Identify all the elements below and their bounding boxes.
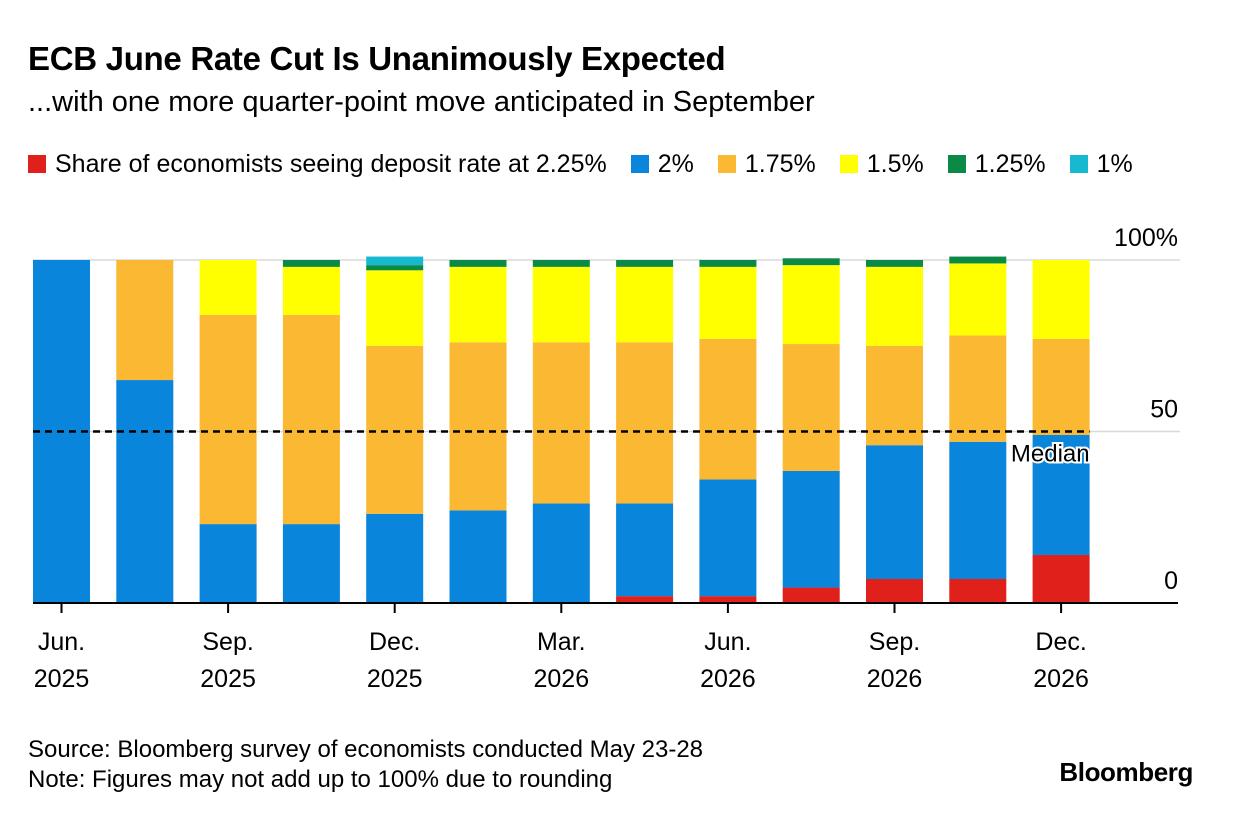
legend: Share of economists seeing deposit rate … xyxy=(28,146,1198,183)
bar-segment xyxy=(282,266,340,315)
bar-segment xyxy=(616,503,674,597)
bar-segment xyxy=(366,513,424,603)
x-tick-label-year: 2026 xyxy=(533,665,589,693)
bar-segment xyxy=(449,260,507,267)
y-tick-label: 100% xyxy=(1114,224,1178,252)
bar-segment xyxy=(782,470,840,588)
legend-swatch xyxy=(1069,155,1088,173)
bar-segment xyxy=(866,345,923,446)
legend-label: 1.75% xyxy=(744,150,816,178)
bar-segment xyxy=(366,345,424,514)
rounding-note: Note: Figures may not add up to 100% due… xyxy=(28,766,613,793)
bar-segment xyxy=(616,596,674,603)
x-tick-label-year: 2026 xyxy=(867,665,923,693)
bar-segment xyxy=(532,260,590,267)
bar-segment xyxy=(616,260,674,267)
x-tick-label-year: 2025 xyxy=(200,665,256,693)
bloomberg-logo: Bloomberg xyxy=(1059,757,1193,787)
legend-swatch xyxy=(630,155,649,173)
legend-label: 1.5% xyxy=(866,150,924,178)
bar-segment xyxy=(866,578,923,603)
legend-swatch xyxy=(839,155,858,173)
bar-segment xyxy=(199,314,257,525)
bar-segment xyxy=(1032,434,1090,555)
bar-segment xyxy=(366,270,424,346)
y-tick-label: 0 xyxy=(1164,567,1178,595)
legend-item: 2% xyxy=(630,146,694,183)
legend-item: Share of economists seeing deposit rate … xyxy=(28,146,607,183)
legend-label: 1% xyxy=(1096,150,1133,178)
bars xyxy=(33,256,1090,603)
chart-subtitle: ...with one more quarter-point move anti… xyxy=(28,86,815,118)
bar-segment xyxy=(699,260,757,267)
legend-label: Share of economists seeing deposit rate … xyxy=(55,150,607,178)
bar-segment xyxy=(532,266,590,343)
bar-segment xyxy=(449,342,507,511)
bar-segment xyxy=(1032,260,1090,339)
bar-segment xyxy=(699,338,757,480)
source-note: Source: Bloomberg survey of economists c… xyxy=(28,736,704,763)
bar-segment xyxy=(949,441,1007,579)
bar-segment xyxy=(616,342,674,504)
x-tick-label-year: 2026 xyxy=(1033,665,1089,693)
bar-segment xyxy=(116,260,174,381)
bar-segment xyxy=(616,266,674,343)
bar-segment xyxy=(366,265,424,271)
bar-segment xyxy=(366,256,424,266)
legend-swatch xyxy=(717,155,736,173)
bar-segment xyxy=(782,344,840,471)
bar-segment xyxy=(532,503,590,603)
bar-segment xyxy=(866,260,923,267)
bar-segment xyxy=(449,510,507,603)
bar-segment xyxy=(866,445,923,579)
bar-segment xyxy=(949,578,1007,603)
x-tick-label-year: 2025 xyxy=(34,665,90,693)
overlay: Median Jun. 2025 Sep. 2025 Dec. 2025 Mar. 2026 Ju… xyxy=(33,430,1178,693)
x-tick-label-month: Dec. xyxy=(369,628,420,656)
x-tick-label-month: Jun. xyxy=(38,628,85,656)
bar-segment xyxy=(199,260,257,315)
legend-label: 2% xyxy=(657,150,694,178)
bar-segment xyxy=(949,335,1007,442)
bar-segment xyxy=(116,380,174,603)
bar-segment xyxy=(282,524,340,603)
x-tick-label-month: Jun. xyxy=(704,628,751,656)
legend-item: 1.25% xyxy=(947,146,1046,183)
x-tick-label-month: Dec. xyxy=(1035,628,1086,656)
legend-item: 1.75% xyxy=(717,146,816,183)
bar-segment xyxy=(949,263,1007,336)
bar-segment xyxy=(866,266,923,346)
bar-segment xyxy=(282,314,340,525)
legend-swatch xyxy=(947,155,966,173)
median-label: Median xyxy=(1011,441,1090,468)
bar-segment xyxy=(782,265,840,345)
bar-segment xyxy=(1032,338,1090,435)
bar-segment xyxy=(532,342,590,504)
chart-title: ECB June Rate Cut Is Unanimously Expecte… xyxy=(28,40,726,77)
y-tick-label: 50 xyxy=(1150,396,1178,424)
bar-segment xyxy=(199,524,257,603)
bar-segment xyxy=(782,587,840,603)
x-tick-label-month: Sep. xyxy=(869,628,920,656)
x-tick-label-year: 2025 xyxy=(367,665,423,693)
bar-segment xyxy=(699,479,757,597)
x-tick-label-month: Mar. xyxy=(537,628,586,656)
bar-segment xyxy=(449,266,507,343)
x-tick-label-month: Sep. xyxy=(202,628,253,656)
bar-segment xyxy=(699,266,757,339)
x-tick-label-year: 2026 xyxy=(700,665,756,693)
legend-label: 1.25% xyxy=(974,150,1046,178)
bar-segment xyxy=(782,258,840,266)
footnotes: Source: Bloomberg survey of economists c… xyxy=(28,735,703,795)
legend-swatch xyxy=(28,155,46,173)
legend-item: 1% xyxy=(1069,146,1133,183)
legend-item: 1.5% xyxy=(839,146,924,183)
bar-segment xyxy=(1032,554,1090,603)
bar-segment xyxy=(949,256,1007,264)
bar-segment xyxy=(282,260,340,267)
bar-segment xyxy=(699,596,757,603)
